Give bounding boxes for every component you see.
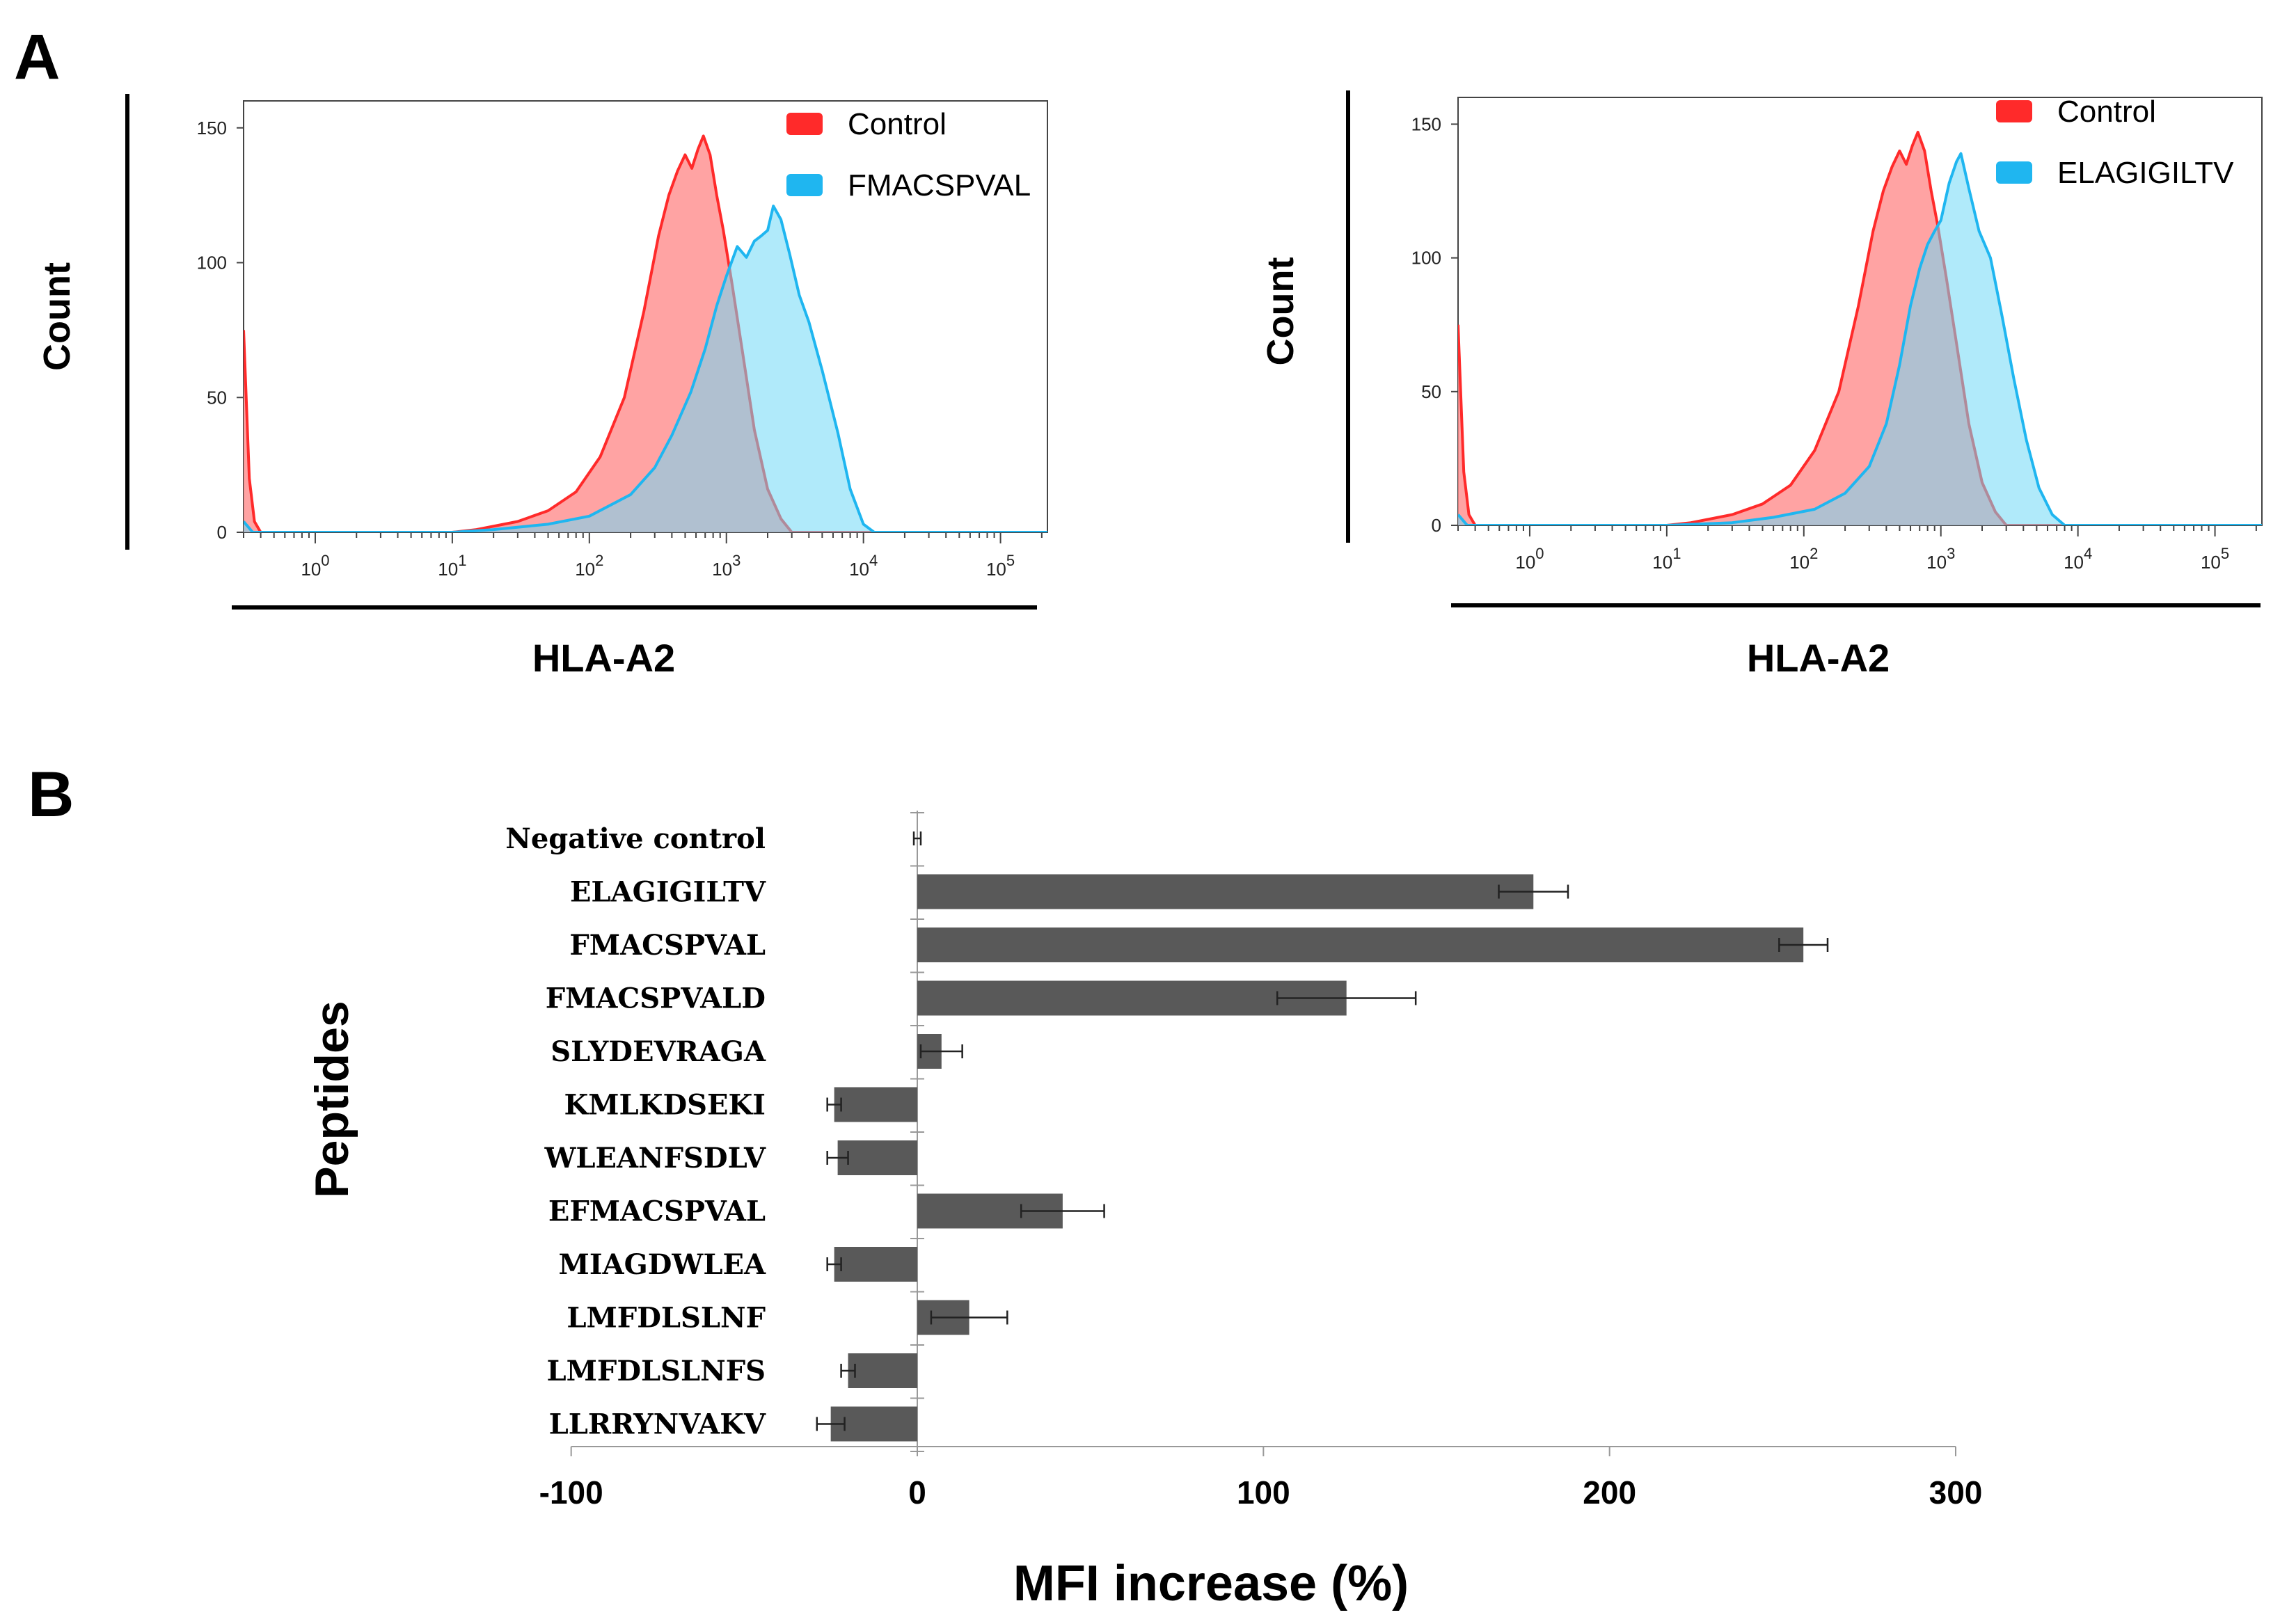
- y-tick-label: 150: [197, 118, 227, 138]
- x-tick-label: -100: [539, 1474, 603, 1511]
- x-tick-exp: 1: [458, 552, 466, 569]
- legend-label: FMACSPVAL: [848, 168, 1031, 202]
- x-tick-exp: 0: [1535, 545, 1544, 562]
- legend-label: Control: [848, 107, 947, 141]
- legend-swatch: [786, 113, 823, 135]
- x-tick-base: 10: [1789, 552, 1810, 573]
- category-label: LLRRYNVAKV: [549, 1408, 766, 1441]
- category-label: LMFDLSLNF: [567, 1302, 766, 1335]
- y-tick-label: 50: [1421, 381, 1441, 402]
- category-label: MIAGDWLEA: [559, 1248, 766, 1281]
- x-tick-label: 300: [1929, 1474, 1983, 1511]
- x-tick-label: 104: [849, 552, 878, 580]
- x-tick-label: 101: [438, 552, 466, 580]
- x-tick-label: 104: [2064, 545, 2092, 573]
- x-tick-exp: 5: [2221, 545, 2229, 562]
- category-label: Negative control: [505, 822, 766, 855]
- x-axis-label: HLA-A2: [1747, 636, 1890, 680]
- x-tick-base: 10: [2064, 552, 2084, 573]
- series-line-1: [1458, 152, 2262, 525]
- x-tick-label: 105: [986, 552, 1015, 580]
- bar: [837, 1140, 917, 1175]
- x-tick-label: 102: [575, 552, 603, 580]
- panel-label-a: A: [14, 22, 61, 93]
- x-tick-label: 200: [1583, 1474, 1636, 1511]
- x-tick-label: 100: [1515, 545, 1544, 573]
- x-tick-base: 10: [1515, 552, 1535, 573]
- series-area-0: [1458, 132, 2262, 525]
- category-label: FMACSPVAL: [569, 929, 766, 962]
- bar: [917, 928, 1804, 962]
- category-label: LMFDLSLNFS: [547, 1355, 766, 1387]
- bar: [834, 1087, 917, 1122]
- x-tick-base: 10: [438, 559, 458, 580]
- x-tick-base: 10: [575, 559, 595, 580]
- bar: [917, 874, 1534, 909]
- category-label: EFMACSPVAL: [548, 1195, 766, 1228]
- x-tick-base: 10: [986, 559, 1006, 580]
- series-area-0: [244, 136, 1047, 532]
- category-label: WLEANFSDLV: [544, 1142, 766, 1175]
- legend-label: ELAGIGILTV: [2057, 156, 2234, 190]
- x-tick-exp: 3: [1947, 545, 1955, 562]
- x-tick-exp: 5: [1006, 552, 1015, 569]
- x-tick-base: 10: [849, 559, 869, 580]
- bar: [834, 1247, 917, 1282]
- category-label: FMACSPVALD: [546, 982, 766, 1015]
- x-tick-exp: 2: [595, 552, 603, 569]
- y-tick-label: 0: [217, 522, 227, 543]
- bar: [848, 1353, 917, 1388]
- series-group: [1458, 131, 2262, 525]
- x-tick-label: 100: [1237, 1474, 1290, 1511]
- legend-swatch: [1996, 100, 2032, 122]
- y-axis-label: Count: [36, 262, 78, 371]
- category-label: ELAGIGILTV: [570, 876, 766, 909]
- x-tick-base: 10: [301, 559, 321, 580]
- y-tick-label: 50: [207, 387, 227, 408]
- x-tick-label: 103: [1926, 545, 1955, 573]
- x-axis-label: MFI increase (%): [1013, 1556, 1409, 1611]
- series-line-1: [244, 205, 1047, 532]
- bar: [917, 980, 1347, 1016]
- y-tick-label: 0: [1432, 515, 1441, 536]
- x-tick-base: 10: [2201, 552, 2221, 573]
- x-axis-label: HLA-A2: [532, 636, 675, 680]
- x-tick-label: 100: [301, 552, 329, 580]
- x-tick-label: 103: [712, 552, 741, 580]
- y-tick-label: 100: [1411, 248, 1441, 269]
- x-tick-exp: 4: [869, 552, 878, 569]
- x-tick-exp: 3: [732, 552, 741, 569]
- y-axis-label: Count: [1260, 257, 1301, 366]
- legend-swatch: [786, 174, 823, 196]
- x-tick-label: 102: [1789, 545, 1818, 573]
- mfi-bar-chart: Negative control ELAGIGILTV FMACSPVAL FMACS…: [306, 811, 1982, 1611]
- legend-label: Control: [2057, 95, 2156, 129]
- x-tick-base: 10: [712, 559, 732, 580]
- panel-label-b: B: [28, 759, 74, 830]
- x-tick-label: 101: [1652, 545, 1681, 573]
- x-tick-base: 10: [1652, 552, 1672, 573]
- category-label: KMLKDSEKI: [564, 1089, 766, 1122]
- category-label: SLYDEVRAGA: [551, 1035, 766, 1068]
- x-tick-base: 10: [1926, 552, 1947, 573]
- y-tick-label: 100: [197, 253, 227, 273]
- x-tick-exp: 0: [321, 552, 329, 569]
- x-tick-exp: 2: [1810, 545, 1818, 562]
- x-tick-exp: 4: [2084, 545, 2092, 562]
- x-tick-label: 0: [908, 1474, 926, 1511]
- y-axis-label: Peptides: [306, 1001, 358, 1197]
- legend-swatch: [1996, 161, 2032, 184]
- x-tick-exp: 1: [1672, 545, 1681, 562]
- x-tick-label: 105: [2201, 545, 2229, 573]
- y-tick-label: 150: [1411, 113, 1441, 134]
- series-group: [244, 134, 1047, 532]
